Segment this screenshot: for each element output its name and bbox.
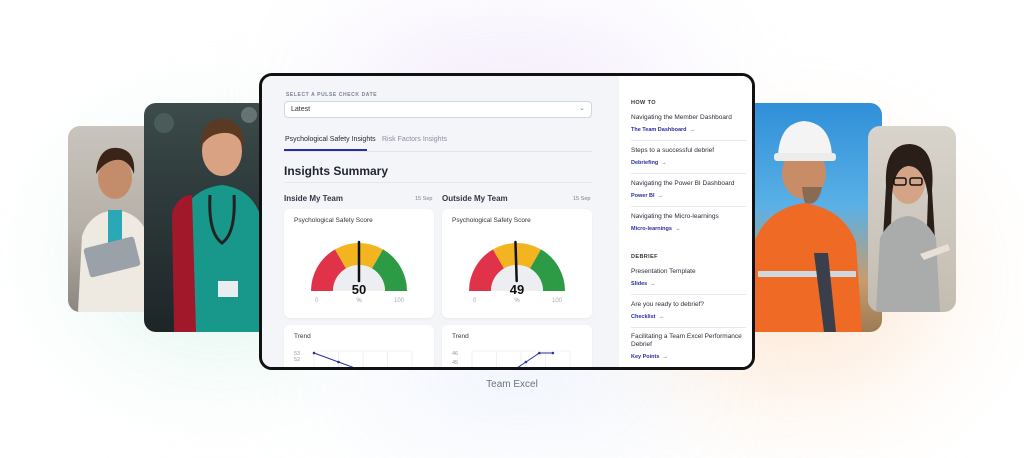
y-tick-label: 52 bbox=[294, 357, 300, 363]
arrow-right-icon: → bbox=[661, 160, 667, 166]
y-tick-label: 53 bbox=[294, 351, 300, 357]
trend-title: Trend bbox=[294, 333, 311, 340]
inside-team-title: Inside My Team bbox=[284, 194, 343, 203]
howto-item-title: Navigating the Power BI Dashboard bbox=[631, 180, 735, 187]
outside-team-title: Outside My Team bbox=[442, 194, 508, 203]
safety-score-gauge bbox=[311, 240, 407, 291]
arrow-right-icon: → bbox=[689, 127, 696, 133]
divider bbox=[631, 206, 746, 207]
pulse-date-select[interactable]: Latest ⌄ bbox=[284, 101, 592, 118]
arrow-right-icon: → bbox=[674, 226, 681, 232]
link-label: Debriefing bbox=[631, 160, 659, 166]
gauge-unit: % bbox=[356, 298, 362, 304]
debrief-link-key-points[interactable]: Key Points → bbox=[631, 354, 668, 360]
gauge-green-segment bbox=[530, 249, 565, 291]
gauge-title: Psychological Safety Score bbox=[452, 217, 531, 224]
arrow-right-icon: → bbox=[657, 193, 664, 199]
gauge-needle bbox=[514, 240, 518, 283]
howto-item-title: Steps to a successful debrief bbox=[631, 147, 715, 154]
trend-point bbox=[538, 351, 541, 355]
dashboard-frame: SELECT A PULSE CHECK DATE Latest ⌄ Psych… bbox=[259, 73, 755, 370]
gauge-title: Psychological Safety Score bbox=[294, 217, 373, 224]
y-tick-label: 50 bbox=[294, 369, 300, 370]
gauge-card-inside: Psychological Safety Score 50 % 0 100 bbox=[284, 209, 434, 318]
pulse-date-value: Latest bbox=[291, 106, 311, 113]
trend-point bbox=[312, 351, 316, 355]
link-label: Slides bbox=[631, 281, 648, 287]
active-tab-indicator bbox=[284, 149, 367, 151]
howto-heading: HOW TO bbox=[631, 100, 656, 106]
debrief-link-checklist[interactable]: Checklist → bbox=[631, 314, 664, 320]
trend-card-outside: Trend 46 45 44 bbox=[442, 325, 592, 370]
inside-team-date: 15 Sep bbox=[415, 196, 433, 202]
gauge-red-segment bbox=[311, 249, 346, 291]
chevron-down-icon: ⌄ bbox=[579, 105, 585, 112]
tabs-divider bbox=[284, 151, 592, 152]
photo-construction-worker bbox=[744, 103, 882, 332]
tab-risk-factors[interactable]: Risk Factors Insights bbox=[382, 136, 447, 143]
resources-sidebar: HOW TO Navigating the Member Dashboard T… bbox=[619, 76, 752, 367]
pulse-date-label: SELECT A PULSE CHECK DATE bbox=[286, 92, 378, 98]
caption: Team Excel bbox=[486, 379, 538, 390]
trend-title: Trend bbox=[452, 333, 469, 340]
debrief-item-title: Presentation Template bbox=[631, 268, 696, 275]
gauge-max: 100 bbox=[394, 298, 405, 304]
arrow-right-icon: → bbox=[650, 281, 656, 287]
trend-line bbox=[517, 352, 553, 367]
trend-point bbox=[337, 360, 340, 364]
page-title: Insights Summary bbox=[284, 164, 389, 178]
divider bbox=[631, 327, 746, 328]
outside-team-date: 15 Sep bbox=[573, 196, 591, 202]
link-label: Micro-learnings bbox=[631, 226, 672, 232]
y-tick-label: 44 bbox=[452, 369, 458, 370]
gauge-unit: % bbox=[514, 298, 520, 304]
insights-panel: SELECT A PULSE CHECK DATE Latest ⌄ Psych… bbox=[262, 76, 619, 367]
gauge-green-segment bbox=[372, 249, 407, 291]
debrief-link-slides[interactable]: Slides → bbox=[631, 281, 656, 287]
gauge-min: 0 bbox=[315, 298, 319, 304]
gauge-card-outside: Psychological Safety Score 49 % 0 100 bbox=[442, 209, 592, 318]
arrow-right-icon: → bbox=[658, 314, 664, 320]
divider bbox=[284, 182, 592, 183]
divider bbox=[631, 173, 746, 174]
howto-item-title: Navigating the Member Dashboard bbox=[631, 114, 732, 121]
link-label: Checklist bbox=[631, 314, 656, 320]
photo-woman-talking bbox=[868, 126, 956, 312]
photo-nurse bbox=[144, 103, 269, 332]
howto-link-power-bi[interactable]: Power BI → bbox=[631, 193, 663, 199]
trend-point bbox=[551, 351, 555, 355]
howto-item-title: Navigating the Micro-learnings bbox=[631, 213, 719, 220]
tab-psychological-safety[interactable]: Psychological Safety Insights bbox=[285, 136, 376, 143]
howto-link-debriefing[interactable]: Debriefing → bbox=[631, 160, 667, 166]
divider bbox=[631, 294, 746, 295]
gauge-value: 49 bbox=[509, 282, 525, 297]
trend-chart: 46 45 44 bbox=[452, 350, 571, 370]
gauge-min: 0 bbox=[473, 298, 477, 304]
trend-card-inside: Trend 53 52 50 bbox=[284, 325, 434, 370]
gauge-max: 100 bbox=[552, 298, 563, 304]
link-label: Power BI bbox=[631, 193, 655, 199]
link-label: The Team Dashboard bbox=[631, 127, 687, 133]
link-label: Key Points bbox=[631, 354, 660, 360]
debrief-item-title: Are you ready to debrief? bbox=[631, 301, 704, 308]
trend-point bbox=[524, 360, 528, 364]
howto-link-micro-learnings[interactable]: Micro-learnings → bbox=[631, 226, 680, 232]
divider bbox=[631, 140, 746, 141]
howto-link-team-dashboard[interactable]: The Team Dashboard → bbox=[631, 127, 695, 133]
y-tick-label: 45 bbox=[452, 360, 458, 366]
gauge-red-segment bbox=[469, 249, 504, 291]
safety-score-gauge bbox=[469, 240, 565, 291]
debrief-item-title: Facilitating a Team Excel Performance De… bbox=[631, 333, 742, 348]
y-tick-label: 46 bbox=[452, 351, 458, 357]
arrow-right-icon: → bbox=[662, 354, 668, 360]
debrief-heading: DEBRIEF bbox=[631, 254, 658, 260]
gauge-value: 50 bbox=[351, 282, 367, 297]
